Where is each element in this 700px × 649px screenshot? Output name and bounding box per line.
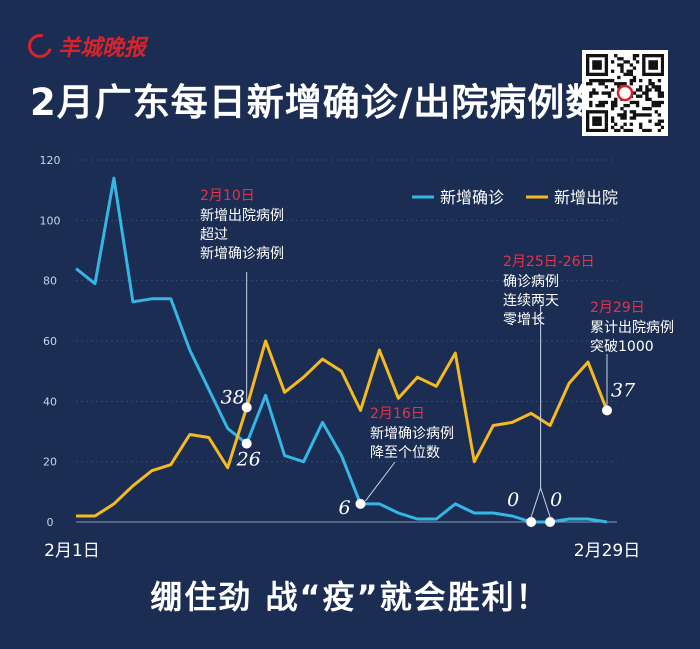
confirmed-series-line: [75, 176, 608, 524]
annotation-date: 2月16日: [370, 406, 425, 422]
annotation-text: 突破1000: [590, 339, 654, 355]
annotation-text: 累计出院病例: [590, 320, 674, 336]
data-label: 26: [236, 449, 261, 471]
x-tick-label: 2月1日: [44, 541, 100, 561]
data-label: 6: [338, 497, 350, 519]
annotation-date: 2月10日: [200, 188, 255, 204]
y-tick-label: 40: [43, 395, 57, 408]
annotation-text: 零增长: [503, 312, 545, 328]
annotation-text: 连续两天: [503, 292, 559, 309]
annotation-text: 新增确诊病例: [370, 426, 454, 442]
y-tick-label: 100: [40, 214, 61, 227]
data-point-marker: [241, 402, 252, 413]
y-tick-label: 60: [43, 335, 57, 348]
logo-text: 羊城晚报: [58, 35, 147, 61]
annotation-leader: [365, 461, 396, 502]
qr-code-icon: [586, 54, 664, 132]
annotation-text: 确诊病例: [503, 274, 559, 290]
y-tick-label: 0: [47, 516, 54, 529]
data-label: 0: [550, 489, 562, 511]
legend-label: 新增出院: [554, 188, 618, 207]
y-tick-label: 120: [40, 154, 61, 167]
annotation-text: 新增出院病例: [200, 208, 284, 224]
qr-code[interactable]: [582, 50, 668, 136]
data-label: 0: [507, 489, 519, 511]
x-tick-label: 2月29日: [574, 541, 640, 561]
annotation-text: 新增确诊病例: [200, 246, 284, 262]
page-title: 2月广东每日新增确诊/出院病例数: [30, 81, 604, 124]
slogan: 绷住劲 战“疫”就会胜利！: [150, 578, 550, 616]
data-point-marker: [602, 405, 612, 416]
data-point-marker: [241, 438, 252, 449]
data-point-marker: [545, 517, 556, 527]
data-label: 38: [221, 386, 245, 408]
annotation-text: 超过: [200, 227, 228, 243]
data-point-marker: [526, 517, 537, 527]
newspaper-logo: 羊城晚报: [23, 29, 147, 63]
annotation-date: 2月25日-26日: [503, 254, 595, 270]
legend-label: 新增确诊: [440, 188, 504, 207]
y-tick-label: 20: [43, 456, 57, 469]
annotation-leader: [530, 487, 542, 518]
discharged-series-line: [76, 339, 609, 518]
annotation-date: 2月29日: [590, 300, 645, 316]
data-point-marker: [355, 498, 366, 509]
annotation-leader: [540, 487, 551, 518]
data-label: 37: [611, 379, 636, 401]
y-tick-label: 80: [43, 275, 57, 288]
annotation-text: 降至个位数: [370, 445, 440, 461]
